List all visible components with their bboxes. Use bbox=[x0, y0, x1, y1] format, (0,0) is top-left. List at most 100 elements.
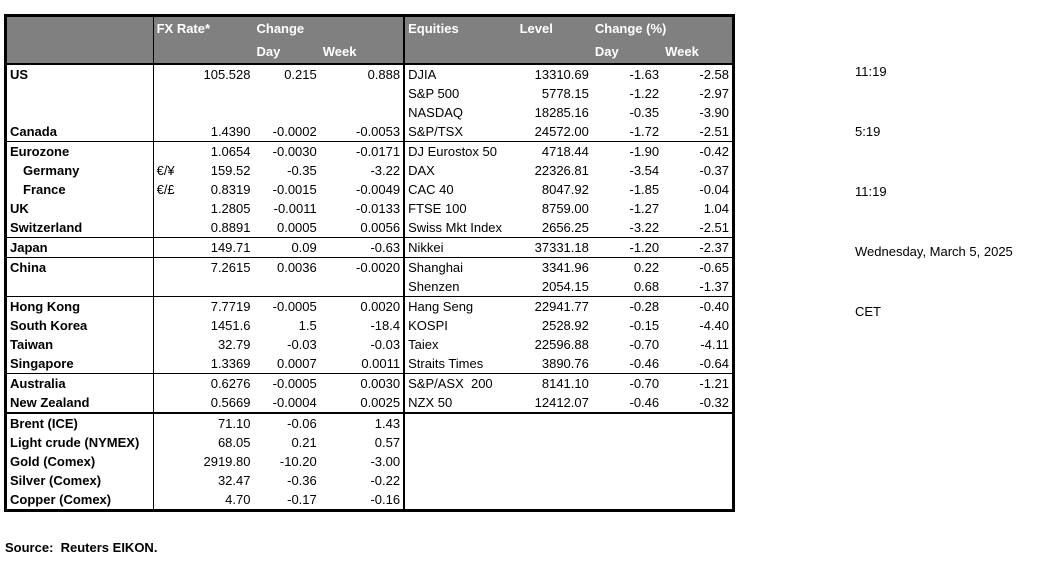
equity-week-change-cell bbox=[662, 452, 733, 471]
fx-day-change-cell: 0.0036 bbox=[253, 257, 320, 277]
fx-week-change-cell: -0.63 bbox=[319, 237, 406, 258]
equity-level-cell bbox=[517, 433, 592, 452]
equity-week-change-cell: -1.21 bbox=[662, 373, 734, 393]
currency-pair-cell bbox=[153, 218, 187, 238]
equity-day-change-cell: -1.20 bbox=[591, 237, 663, 258]
table-row: Shenzen 2054.15 0.68 -1.37 bbox=[5, 277, 734, 297]
table-row: Gold (Comex) 2919.80 -10.20 -3.00 bbox=[5, 452, 734, 471]
equity-day-change-cell: -0.28 bbox=[591, 296, 663, 316]
equity-index-cell: DAX bbox=[408, 163, 435, 178]
equity-index-cell: DJIA bbox=[408, 67, 437, 82]
country-cell: Japan bbox=[5, 237, 154, 258]
country-cell: Taiwan bbox=[5, 335, 154, 354]
local-time: 11:19 bbox=[855, 64, 887, 79]
equity-level-cell: 22326.81 bbox=[534, 163, 589, 178]
fx-rate-cell: 0.5669 bbox=[210, 395, 251, 410]
fx-rate-cell: 0.6276 bbox=[187, 373, 254, 393]
country-cell: Copper (Comex) bbox=[5, 490, 154, 511]
table-row: China 7.2615 0.0036 -0.0020 Shanghai 3341.96 0… bbox=[5, 257, 734, 277]
currency-pair-cell bbox=[153, 433, 187, 452]
fx-week-change-cell bbox=[319, 84, 406, 103]
fx-week-change-cell: -18.4 bbox=[319, 316, 406, 335]
fx-week-change-cell bbox=[319, 103, 406, 122]
timestamp-block: 11:19 5:19 11:19 Wednesday, March 5, 202… bbox=[855, 22, 1013, 362]
fx-rate-cell: 7.2615 bbox=[187, 257, 254, 277]
country-cell bbox=[5, 84, 154, 103]
fx-rate-cell: 1.4390 bbox=[210, 124, 251, 139]
fx-day-change-cell: 0.0005 bbox=[276, 220, 317, 235]
fx-change-header: Change bbox=[253, 15, 406, 40]
table-row: Light crude (NYMEX) 68.05 0.21 0.57 bbox=[5, 433, 734, 452]
equity-level-cell: 8141.10 bbox=[516, 373, 592, 393]
fx-rate-cell: 1.2805 bbox=[210, 201, 251, 216]
equity-level-cell: 22941.77 bbox=[516, 296, 592, 316]
equity-level-cell bbox=[517, 452, 592, 471]
fx-day-change-cell: -0.0015 bbox=[272, 182, 317, 197]
fx-day-change-cell bbox=[253, 103, 319, 122]
eq-level-header-2 bbox=[516, 40, 592, 65]
currency-pair-cell bbox=[153, 141, 188, 161]
equity-index-cell bbox=[404, 452, 516, 471]
equity-index-cell: Straits Times bbox=[408, 356, 484, 371]
equity-week-change-cell: -3.90 bbox=[699, 105, 729, 120]
equity-week-change-cell: -0.37 bbox=[699, 163, 729, 178]
country-cell: China bbox=[5, 257, 154, 277]
footer-notes: Source: Reuters EIKON. * FX Rate for USD… bbox=[5, 500, 670, 566]
equity-day-change-cell: -0.15 bbox=[629, 318, 660, 333]
fx-day-change-cell: -0.0030 bbox=[253, 141, 320, 161]
equity-level-cell: 22596.88 bbox=[534, 337, 589, 352]
country-cell: Brent (ICE) bbox=[5, 412, 154, 433]
currency-pair-cell bbox=[153, 296, 188, 316]
equity-level-cell: 13310.69 bbox=[534, 67, 589, 82]
country-cell: Gold (Comex) bbox=[5, 452, 154, 471]
fx-day-change-cell: 0.0007 bbox=[276, 356, 317, 371]
equity-week-change-cell: -0.42 bbox=[662, 141, 734, 161]
table-row: Canada 1.4390 -0.0002 -0.0053 S&P/TSX 24572.0… bbox=[5, 122, 734, 142]
equity-level-cell: 8047.92 bbox=[541, 182, 589, 197]
equity-day-change-cell: -3.22 bbox=[629, 220, 660, 235]
equity-week-change-cell: -1.37 bbox=[699, 279, 729, 294]
equity-day-change-cell: -1.63 bbox=[629, 67, 660, 82]
equity-day-change-cell: -0.70 bbox=[629, 337, 660, 352]
fx-week-change-cell: -0.16 bbox=[319, 490, 406, 511]
fx-day-change-cell: -0.0004 bbox=[272, 395, 317, 410]
fx-rate-cell: 1.0654 bbox=[187, 141, 254, 161]
fx-rate-cell bbox=[187, 103, 253, 122]
equity-level-cell bbox=[516, 412, 592, 433]
equity-week-change-cell: -0.65 bbox=[662, 257, 734, 277]
table-row: Brent (ICE) 71.10 -0.06 1.43 bbox=[5, 412, 734, 433]
equity-day-change-cell: -1.85 bbox=[629, 182, 660, 197]
fx-rate-cell: 32.79 bbox=[217, 337, 251, 352]
eq-week-header: Week bbox=[662, 40, 734, 65]
fx-week-change-cell: -0.0053 bbox=[319, 122, 406, 142]
table-row: Switzerland 0.8891 0.0005 0.0056 Swiss Mkt I… bbox=[5, 218, 734, 238]
fx-day-change-cell: -10.20 bbox=[279, 454, 317, 469]
fx-week-change-cell: -0.0049 bbox=[319, 180, 406, 199]
fx-week-change-cell: 0.57 bbox=[319, 433, 406, 452]
fx-rate-cell: 4.70 bbox=[225, 492, 251, 507]
equity-week-change-cell: -0.04 bbox=[699, 182, 729, 197]
equity-level-cell: 2656.25 bbox=[541, 220, 589, 235]
equity-day-change-cell: -3.54 bbox=[629, 163, 660, 178]
equity-level-cell: 18285.16 bbox=[534, 105, 589, 120]
equity-index-cell bbox=[404, 471, 516, 490]
equity-index-cell: S&P 500 bbox=[408, 86, 460, 101]
equity-week-change-cell: -0.32 bbox=[699, 395, 729, 410]
country-cell: Canada bbox=[5, 122, 154, 142]
equity-day-change-cell: -0.35 bbox=[629, 105, 660, 120]
equity-day-change-cell bbox=[592, 452, 662, 471]
fx-week-change-cell: -0.0020 bbox=[319, 257, 406, 277]
fx-rate-cell: 1.3369 bbox=[210, 356, 251, 371]
fx-rate-cell: 7.7719 bbox=[187, 296, 254, 316]
equity-week-change-cell: -2.51 bbox=[699, 124, 729, 139]
country-cell: New Zealand bbox=[5, 393, 154, 413]
fx-day-change-cell: 0.21 bbox=[291, 435, 317, 450]
fx-week-change-cell: -3.00 bbox=[319, 452, 406, 471]
country-cell: Silver (Comex) bbox=[5, 471, 154, 490]
fx-day-change-cell: -0.0005 bbox=[253, 373, 320, 393]
equity-week-change-cell bbox=[662, 433, 733, 452]
currency-pair-cell: €/¥ bbox=[156, 163, 175, 178]
equity-week-change-cell: -2.37 bbox=[662, 237, 734, 258]
country-cell: Switzerland bbox=[5, 218, 154, 238]
